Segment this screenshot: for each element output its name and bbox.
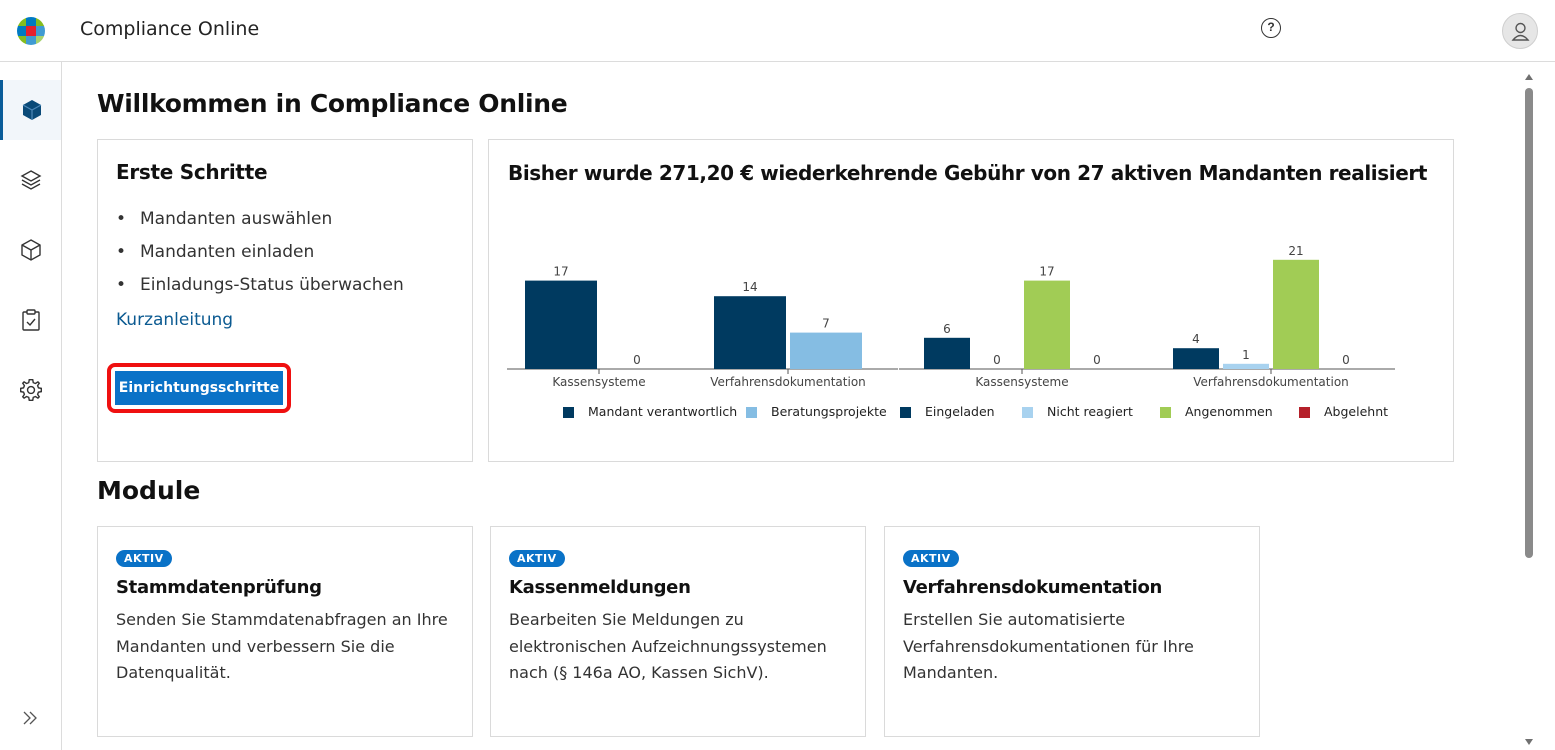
chart-bar bbox=[924, 337, 970, 369]
setup-steps-button[interactable]: Einrichtungsschritte bbox=[115, 371, 283, 405]
legend-swatch bbox=[563, 407, 574, 418]
legend-label: Beratungsprojekte bbox=[771, 404, 887, 419]
sidebar-item-dashboard[interactable] bbox=[0, 80, 61, 140]
revenue-chart-card: Bisher wurde 271,20 € wiederkehrende Geb… bbox=[488, 139, 1454, 462]
list-item: Mandanten einladen bbox=[116, 236, 404, 269]
chart-category-label: Verfahrensdokumentation bbox=[1193, 375, 1349, 389]
module-description: Bearbeiten Sie Meldungen zu elektronisch… bbox=[509, 610, 827, 682]
chart-bar bbox=[525, 280, 597, 369]
module-title: Kassenmeldungen bbox=[509, 577, 691, 598]
chart-data-label: 17 bbox=[1039, 265, 1054, 279]
sidebar-item-layers[interactable] bbox=[0, 150, 61, 210]
status-badge: AKTIV bbox=[903, 550, 959, 567]
legend-label: Abgelehnt bbox=[1324, 404, 1388, 419]
sidebar-item-modules[interactable] bbox=[0, 220, 61, 280]
top-bar: Compliance Online ? bbox=[0, 0, 1555, 62]
module-description: Senden Sie Stammdatenabfragen an Ihre Ma… bbox=[116, 610, 448, 682]
chart-data-label: 0 bbox=[633, 353, 641, 367]
chart-category-label: Verfahrensdokumentation bbox=[710, 375, 866, 389]
chart-data-label: 17 bbox=[553, 265, 568, 279]
chart-bar bbox=[1024, 280, 1070, 369]
chart-data-label: 1 bbox=[1242, 348, 1250, 362]
first-steps-list: Mandanten auswählen Mandanten einladen E… bbox=[116, 203, 404, 302]
list-item: Mandanten auswählen bbox=[116, 203, 404, 236]
chart-data-label: 7 bbox=[822, 317, 830, 331]
module-card-stammdaten[interactable]: AKTIV Stammdatenprüfung Senden Sie Stamm… bbox=[97, 526, 473, 737]
chart-bar bbox=[1223, 363, 1269, 369]
company-logo-icon[interactable] bbox=[16, 16, 46, 46]
status-badge: AKTIV bbox=[116, 550, 172, 567]
scroll-up-arrow-icon[interactable] bbox=[1525, 74, 1533, 80]
user-icon bbox=[1511, 22, 1530, 41]
layers-icon bbox=[20, 170, 41, 190]
module-title: Verfahrensdokumentation bbox=[903, 577, 1163, 598]
double-chevron-right-icon[interactable] bbox=[18, 706, 42, 730]
quick-guide-link[interactable]: Kurzanleitung bbox=[116, 310, 234, 330]
chart-bar bbox=[1173, 348, 1219, 369]
legend-label: Angenommen bbox=[1185, 404, 1273, 419]
legend-swatch bbox=[1022, 407, 1033, 418]
bar-chart: 170Kassensysteme147Verfahrensdokumentati… bbox=[507, 244, 1395, 419]
cube-outline-icon bbox=[20, 239, 41, 261]
sidebar-item-settings[interactable] bbox=[0, 360, 61, 420]
chart-data-label: 21 bbox=[1288, 244, 1303, 258]
first-steps-card: Erste Schritte Mandanten auswählen Manda… bbox=[97, 139, 473, 462]
scroll-down-arrow-icon[interactable] bbox=[1525, 739, 1533, 745]
cube-solid-icon bbox=[22, 100, 42, 120]
status-badge: AKTIV bbox=[509, 550, 565, 567]
module-description: Erstellen Sie automatisierte Verfahrensd… bbox=[903, 610, 1194, 682]
legend-swatch bbox=[1299, 407, 1310, 418]
help-circle-icon[interactable]: ? bbox=[1261, 18, 1281, 38]
module-card-verfahrensdokumentation[interactable]: AKTIV Verfahrensdokumentation Erstellen … bbox=[884, 526, 1260, 737]
chart-data-label: 0 bbox=[993, 353, 1001, 367]
list-item: Einladungs-Status überwachen bbox=[116, 269, 404, 302]
chart-bar bbox=[714, 296, 786, 369]
chart-data-label: 0 bbox=[1093, 353, 1101, 367]
module-title: Stammdatenprüfung bbox=[116, 577, 322, 598]
chart-data-label: 6 bbox=[943, 322, 951, 336]
sidebar-item-tasks[interactable] bbox=[0, 290, 61, 350]
legend-label: Mandant verantwortlich bbox=[588, 404, 737, 419]
chart-title: Bisher wurde 271,20 € wiederkehrende Geb… bbox=[508, 161, 1427, 185]
legend-swatch bbox=[900, 407, 911, 418]
sidebar bbox=[0, 62, 62, 750]
legend-label: Nicht reagiert bbox=[1047, 404, 1133, 419]
module-card-kassenmeldungen[interactable]: AKTIV Kassenmeldungen Bearbeiten Sie Mel… bbox=[490, 526, 866, 737]
highlight-frame bbox=[107, 363, 291, 413]
chart-category-label: Kassensysteme bbox=[552, 375, 645, 389]
user-avatar-button[interactable] bbox=[1502, 13, 1538, 49]
legend-label: Eingeladen bbox=[925, 404, 995, 419]
modules-heading: Module bbox=[97, 476, 201, 505]
app-title: Compliance Online bbox=[80, 18, 260, 40]
chart-category-label: Kassensysteme bbox=[975, 375, 1068, 389]
scrollbar-thumb[interactable] bbox=[1525, 88, 1533, 558]
legend-swatch bbox=[746, 407, 757, 418]
chart-data-label: 0 bbox=[1342, 353, 1350, 367]
first-steps-title: Erste Schritte bbox=[116, 160, 268, 184]
clipboard-check-icon bbox=[21, 309, 40, 331]
legend-swatch bbox=[1160, 407, 1171, 418]
chart-data-label: 4 bbox=[1192, 332, 1200, 346]
chart-bar bbox=[1273, 259, 1319, 369]
gear-icon bbox=[19, 379, 42, 401]
chart-bar bbox=[790, 332, 862, 369]
chart-data-label: 14 bbox=[742, 280, 757, 294]
page-title: Willkommen in Compliance Online bbox=[97, 89, 568, 118]
